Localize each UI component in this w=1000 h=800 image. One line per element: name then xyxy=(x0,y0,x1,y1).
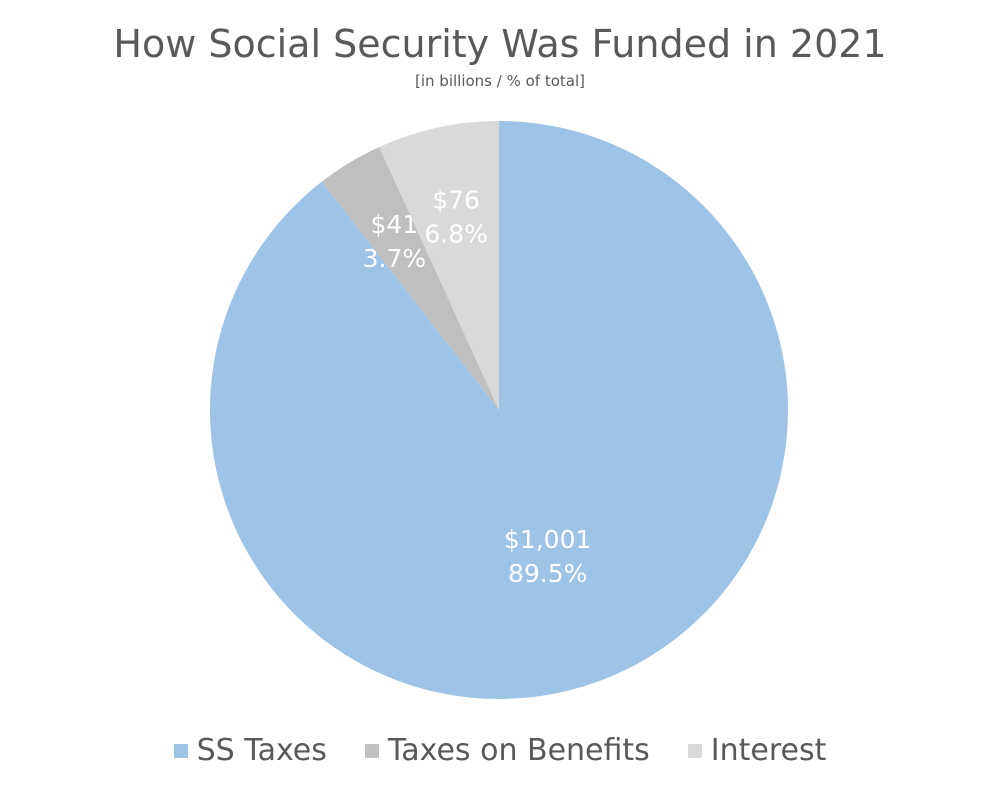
legend-label: Interest xyxy=(710,733,827,768)
data-label-percent: 6.8% xyxy=(424,219,488,248)
data-label-value: $1,001 xyxy=(504,525,591,554)
pie-slice-taxes-on-benefits xyxy=(321,146,499,410)
legend-label: Taxes on Benefits xyxy=(387,733,650,768)
data-label-percent: 89.5% xyxy=(508,559,587,588)
legend-label: SS Taxes xyxy=(196,733,327,768)
data-label-percent: 3.7% xyxy=(363,244,427,273)
legend-item-ss-taxes: SS Taxes xyxy=(173,733,327,768)
chart-subtitle: [in billions / % of total] xyxy=(415,72,585,90)
legend-swatch xyxy=(364,743,379,758)
chart-title: How Social Security Was Funded in 2021 xyxy=(113,22,887,66)
legend-item-taxes-on-benefits: Taxes on Benefits xyxy=(364,733,650,768)
data-label-value: $76 xyxy=(432,185,480,214)
legend-swatch xyxy=(687,743,702,758)
legend: SS Taxes Taxes on Benefits Interest xyxy=(0,733,1000,768)
legend-swatch xyxy=(173,743,188,758)
pie-slice-interest xyxy=(379,121,499,410)
legend-item-interest: Interest xyxy=(687,733,827,768)
